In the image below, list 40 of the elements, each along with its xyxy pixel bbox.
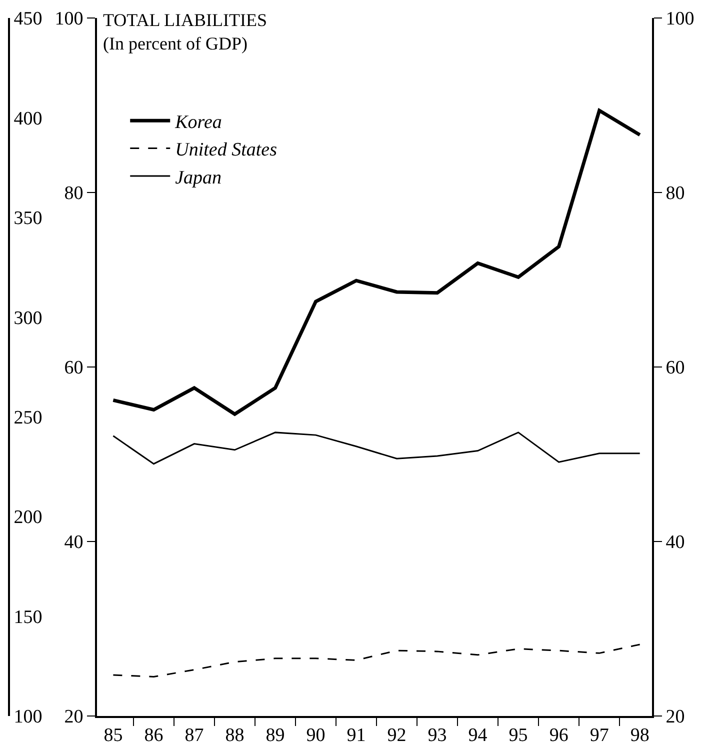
legend-label: United States [175, 140, 277, 161]
text: (In percent of GDP) [103, 33, 248, 54]
y-tick-label: 80 [64, 183, 84, 204]
y2-tick-label: 100 [666, 8, 694, 30]
y3-tick-label: 300 [14, 308, 42, 329]
y2-tick-label: 60 [666, 358, 685, 379]
y3-tick-label: 450 [14, 8, 42, 30]
y-tick-label: 100 [54, 8, 84, 30]
y3-tick-label: 100 [14, 706, 42, 728]
legend-label: Korea [174, 112, 222, 134]
y-tick-label: 20 [64, 706, 84, 728]
legend-label: Japan [175, 167, 222, 188]
x-tick-label: 91 [346, 724, 366, 746]
line-series [111, 108, 642, 416]
x-tick-label: 94 [468, 724, 488, 746]
x-tick-label: 97 [590, 724, 609, 746]
y2-tick-label: 80 [666, 183, 685, 204]
x-tick-label: 95 [508, 724, 528, 746]
y2-tick-label: 40 [666, 532, 685, 554]
y3-tick-label: 400 [14, 108, 42, 130]
x-tick-label: 92 [387, 724, 406, 746]
line-series [112, 432, 641, 465]
chart-title: TOTAL LIABILITIES [103, 10, 268, 30]
line-series [112, 644, 641, 678]
y-tick-label: 40 [64, 532, 84, 554]
y3-tick-label: 350 [14, 208, 42, 230]
y3-tick-label: 250 [14, 408, 42, 429]
x-tick-label: 86 [144, 724, 164, 746]
x-tick-label: 87 [184, 724, 204, 746]
y3-tick-label: 200 [14, 507, 42, 528]
x-tick-label: 88 [225, 724, 244, 746]
x-tick-label: 89 [266, 724, 285, 746]
x-tick-label: 98 [630, 724, 650, 746]
x-tick-label: 93 [428, 724, 447, 746]
x-tick-label: 85 [104, 724, 123, 746]
x-tick-label: 90 [306, 724, 326, 746]
y2-tick-label: 20 [666, 706, 685, 728]
y3-tick-label: 150 [14, 606, 42, 628]
x-tick-label: 96 [549, 724, 568, 746]
y-tick-label: 60 [64, 358, 84, 379]
